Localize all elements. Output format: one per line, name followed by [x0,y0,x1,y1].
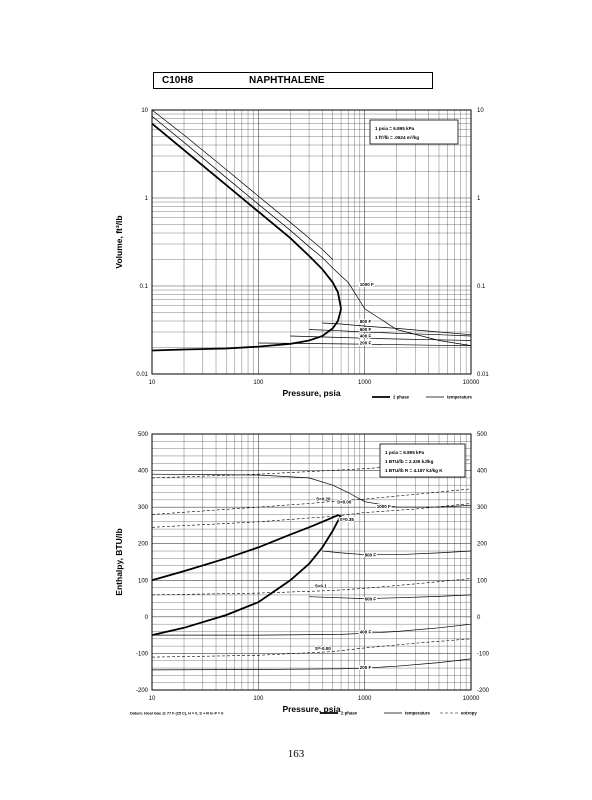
y-tick-label-right: -100 [477,651,490,657]
x-tick-label: 100 [253,380,264,386]
chart-2: S=0.20 S=0.00 1000 F S=0.35 800 F S=0.1 600 F 4… [151,433,472,714]
y-tick-label-left: 0.1 [140,284,149,290]
y-tick-label-left: 300 [138,505,149,511]
curve-label: 1000 F [360,282,374,287]
curve-label: S=0.20 [316,497,331,502]
phase-curve [151,122,342,309]
x-tick-label: 10 [149,380,156,386]
phase-curve [151,308,342,352]
plot-frame [151,433,472,691]
temperature-curve [309,594,472,599]
x-tick-label: 10000 [463,696,480,702]
temperature-curve [152,623,472,636]
y-tick-label-left: -100 [136,651,149,657]
entropy-curve [151,578,472,596]
info-box-line: 1 psia = 6.895 kPa [375,126,415,131]
y-tick-label-right: 0.1 [477,284,486,290]
legend-label: entropy [461,711,477,716]
entropy-curve [151,488,472,515]
curve-label: 400 F [360,333,372,338]
info-box [379,443,466,478]
temperature-curve [151,473,472,508]
temperature-curve [151,658,472,671]
curve-label: 200 F [360,665,372,670]
y-tick-label-right: 200 [477,542,488,548]
curve-label: 1000 F [377,504,391,509]
legend-label: temperature [405,711,430,716]
curve-label: S=0.35 [340,517,355,522]
temperature-curve [322,550,472,556]
y-tick-label-right: 1 [477,196,481,202]
temperature-curve [290,335,472,341]
chart-title-box: C10H8 NAPHTHALENE [153,72,433,89]
y-tick-label-left: 100 [138,578,149,584]
temperature-curve [322,322,472,336]
info-box [369,119,459,145]
y-tick-label-left: 10 [141,108,148,114]
y-tick-label-left: 400 [138,469,149,475]
curve-label: 800 F [365,553,377,558]
x-tick-label: 1000 [358,696,372,702]
x-axis-label: Pressure, psia [282,388,340,398]
y-tick-label-right: -200 [477,688,490,694]
phase-curve [151,515,342,636]
y-tick-label-right: 300 [477,505,488,511]
curve-label: 600 F [365,596,377,601]
temperature-curve [309,329,472,337]
temperature-curve [151,109,333,260]
y-tick-label-left: 1 [145,196,149,202]
legend-label: 2 phase [393,395,410,400]
curve-label: 800 F [360,319,372,324]
info-box-line: 1 ft³/lb = .0624 m³/kg [375,135,419,140]
x-tick-label: 10000 [463,380,480,386]
y-tick-label-right: 400 [477,469,488,475]
legend-label: temperature [447,395,472,400]
x-tick-label: 100 [253,696,264,702]
entropy-curve [151,638,472,658]
y-tick-label-right: 0 [477,615,481,621]
y-tick-label-right: 100 [477,578,488,584]
y-tick-label-left: 0 [145,615,149,621]
y-tick-label-left: 200 [138,542,149,548]
y-tick-label-left: -200 [136,688,149,694]
curve-label: 400 F [360,629,372,634]
chemical-name: NAPHTHALENE [249,75,325,86]
y-tick-label-right: 10 [477,108,484,114]
curve-label: 600 F [360,327,372,332]
entropy-curve [151,503,472,528]
y-tick-label-left: 500 [138,432,149,438]
x-axis-label: Pressure, psia [282,704,340,714]
chemical-formula: C10H8 [162,75,194,86]
x-tick-label: 1000 [358,380,372,386]
y-tick-label-left: 0.01 [136,372,148,378]
info-box-line: 1 psia = 6.895 kPa [385,450,425,455]
legend-label: 2 phase [341,711,358,716]
info-box-line: 1 BTU/lb = 2.326 kJ/kg [385,459,434,464]
temperature-curve [258,342,472,346]
page-number: 163 [287,748,305,760]
curve-label: S=-0.00 [315,646,331,651]
y-tick-label-right: 0.01 [477,372,489,378]
phase-curve [151,514,342,582]
plot-frame [151,109,472,375]
y-axis-label: Enthalpy, BTU/lb [114,528,124,595]
temperature-curve [151,115,472,346]
curve-label: 200 F [360,341,372,346]
info-box-line: 1 BTU/lb R = 4.187 kJ/kg K [385,468,443,473]
y-tick-label-right: 500 [477,432,488,438]
datum-note: Datum: Ideal Gas @ 77 F (25 C), H = 0, S… [130,712,223,716]
x-tick-label: 10 [149,696,156,702]
curve-label: S=0.1 [315,584,327,589]
y-axis-label: Volume, ft³/lb [114,215,124,268]
curve-label: S=0.00 [337,499,352,504]
